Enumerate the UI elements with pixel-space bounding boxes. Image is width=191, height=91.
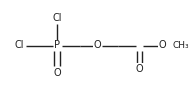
Text: O: O bbox=[136, 64, 143, 74]
Text: Cl: Cl bbox=[14, 40, 24, 51]
Text: Cl: Cl bbox=[53, 13, 62, 23]
Text: O: O bbox=[94, 40, 101, 51]
Text: CH₃: CH₃ bbox=[173, 41, 189, 50]
Text: O: O bbox=[159, 40, 166, 51]
Text: O: O bbox=[53, 68, 61, 78]
Text: P: P bbox=[54, 40, 60, 51]
